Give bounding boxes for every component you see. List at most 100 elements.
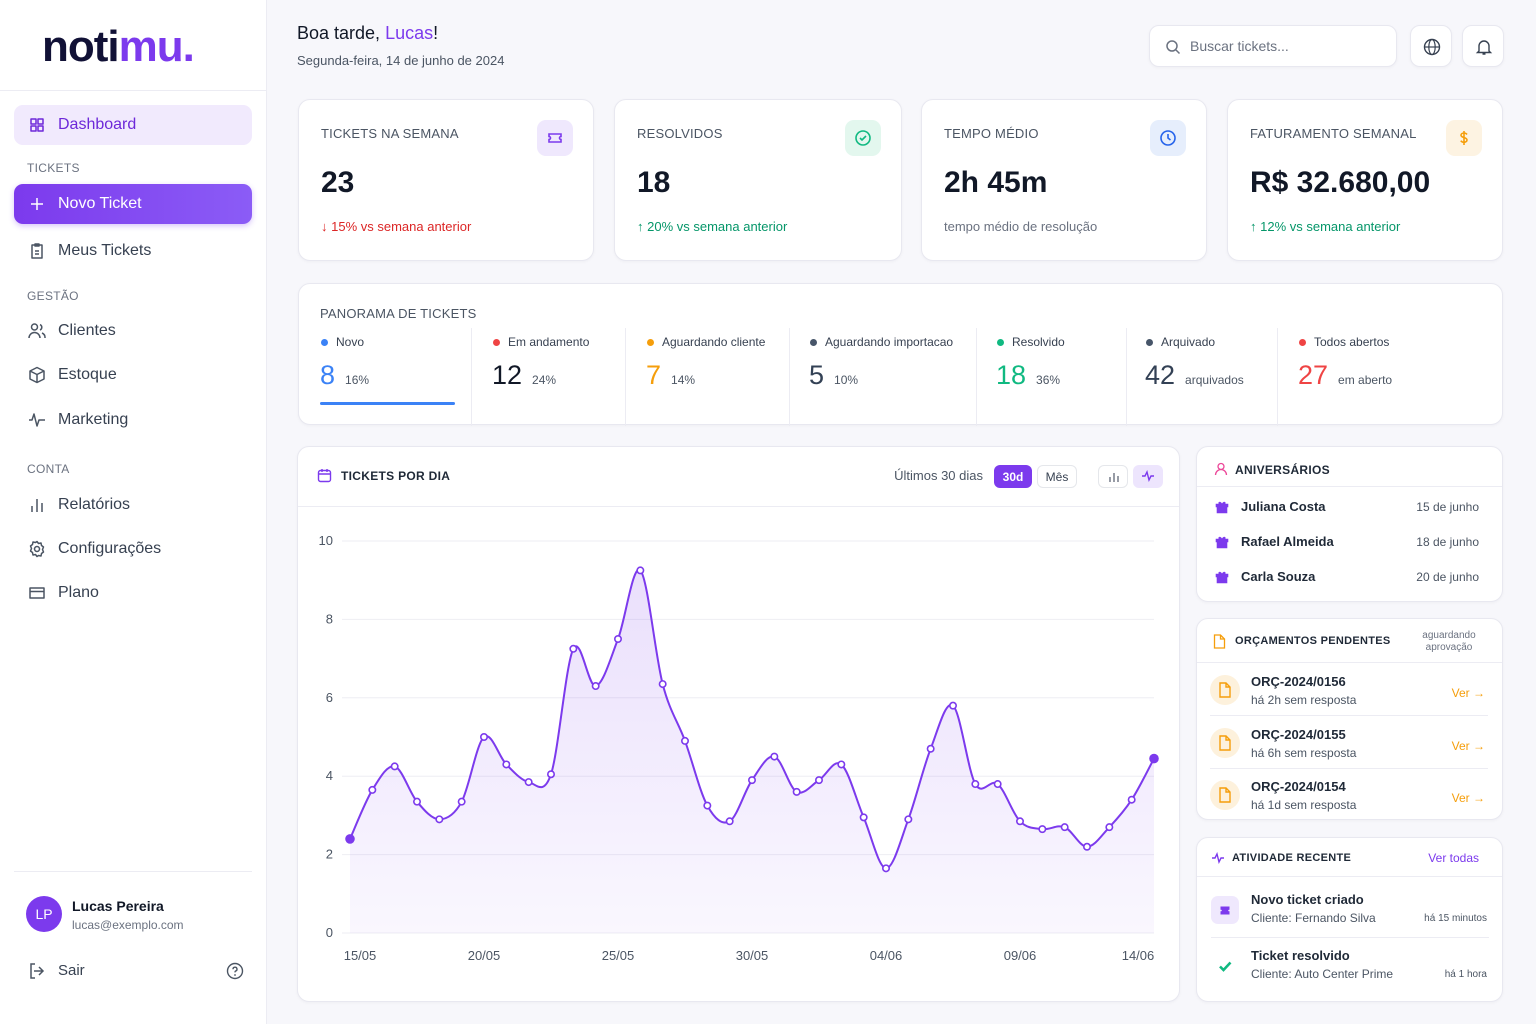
logo-part: noti <box>42 22 120 71</box>
status-label: Novo <box>336 335 365 349</box>
x-tick-label: 15/05 <box>344 948 377 963</box>
data-point <box>1060 823 1069 832</box>
nav-label: Plano <box>58 584 99 601</box>
kpi-icon-box <box>1446 120 1482 156</box>
icon-shape <box>1215 501 1229 514</box>
help-icon[interactable] <box>226 962 244 980</box>
nav-item[interactable]: Clientes <box>14 311 252 351</box>
note-line: aprovação <box>1425 642 1473 653</box>
data-point <box>837 760 846 769</box>
activity-glyph <box>1219 961 1232 972</box>
nav-label: Meus Tickets <box>58 242 152 259</box>
logout-icon <box>30 963 45 979</box>
activity-card: ATIVIDADE RECENTE Ver todas Novo ticket … <box>1196 837 1503 1002</box>
data-point <box>413 797 422 806</box>
data-point <box>480 732 489 741</box>
kpi-card: RESOLVIDOS 18 ↑ 20% vs semana anterior <box>614 99 902 261</box>
icon-shape <box>1219 961 1232 972</box>
quotes-card: ORÇAMENTOS PENDENTES aguardando aprovação… <box>1196 618 1503 820</box>
nav-item[interactable]: Marketing <box>14 400 252 440</box>
nav: Dashboard TICKETS Novo Ticket Meus Tickets G… <box>0 0 266 1024</box>
icon-shape <box>1215 536 1229 549</box>
y-tick-label: 10 <box>319 533 333 548</box>
calendar-icon <box>317 469 332 483</box>
icon-shape <box>31 198 43 210</box>
data-point <box>1082 842 1091 851</box>
sidebar: notimu. Dashboard TICKETS Novo Ticket Meus … <box>0 0 267 1024</box>
nav-item[interactable]: Relatórios <box>14 485 252 525</box>
quote-action[interactable]: Ver → <box>1451 738 1485 753</box>
nav-item[interactable]: Estoque <box>14 355 252 395</box>
greeting-text: Boa tarde, <box>297 23 381 43</box>
status-label: Todos abertos <box>1314 335 1390 349</box>
status-sub: 10% <box>834 373 859 387</box>
status-value: 7 <box>646 360 662 390</box>
nav-label: Dashboard <box>58 116 137 133</box>
data-point <box>636 566 645 575</box>
person-icon <box>1214 462 1228 476</box>
range-button-active[interactable]: 30d <box>994 465 1032 488</box>
logo: notimu. <box>42 22 195 72</box>
greeting: Boa tarde, Lucas! <box>297 23 438 44</box>
quote-icon <box>1210 675 1240 705</box>
language-button[interactable] <box>1410 25 1452 67</box>
line-icon <box>1142 470 1154 482</box>
nav-section-title: CONTA <box>27 462 70 476</box>
quote-action[interactable]: Ver → <box>1451 791 1485 805</box>
kpi-note: ↑ 20% vs semana anterior <box>637 219 788 234</box>
divider <box>1197 486 1502 487</box>
kpi-note: tempo médio de resolução <box>944 219 1098 234</box>
divider <box>1126 328 1127 426</box>
divider <box>976 328 977 426</box>
nav-label: Estoque <box>58 366 117 383</box>
y-tick-label: 2 <box>326 847 333 862</box>
kpi-icon <box>855 130 871 146</box>
bar-view-button[interactable] <box>1098 465 1128 488</box>
data-point <box>591 682 600 691</box>
kpi-note: ↓ 15% vs semana anterior <box>321 219 472 234</box>
data-point <box>1149 753 1159 764</box>
kpi-value: 18 <box>637 166 671 199</box>
quote-status: há 6h sem resposta <box>1251 745 1357 760</box>
range-button[interactable]: Mês <box>1037 465 1077 488</box>
icon-shape <box>1460 131 1468 145</box>
line-view-button[interactable] <box>1133 465 1163 488</box>
icon-shape <box>29 540 45 558</box>
quote-status: há 1d sem resposta <box>1251 798 1357 812</box>
globe-icon <box>1423 38 1441 56</box>
status-dot <box>647 339 654 346</box>
nav-section-title: TICKETS <box>27 161 80 175</box>
divider <box>1211 937 1489 938</box>
nav-item[interactable]: Configurações <box>14 529 252 569</box>
quote-action[interactable]: Ver → <box>1451 686 1485 700</box>
data-point <box>1038 825 1047 834</box>
nav-label: Marketing <box>58 411 129 428</box>
status-value-row: 12 24% <box>492 360 556 391</box>
notifications-button[interactable] <box>1462 25 1504 67</box>
chart-title: TICKETS POR DIA <box>341 469 451 483</box>
see-all-link[interactable]: Ver todas <box>1428 851 1479 865</box>
icon-shape <box>31 243 43 259</box>
status-label: Em andamento <box>508 335 590 349</box>
doc-icon <box>1219 734 1231 751</box>
y-tick-label: 8 <box>326 611 333 626</box>
nav-item-active[interactable]: Dashboard <box>14 105 252 145</box>
data-point <box>993 780 1002 789</box>
logout[interactable]: Sair <box>58 962 85 979</box>
data-point <box>658 680 667 689</box>
nav-item[interactable]: Meus Tickets <box>14 231 252 271</box>
data-point <box>725 817 734 826</box>
nav-button[interactable]: Novo Ticket <box>14 184 252 224</box>
divider <box>1197 876 1502 877</box>
data-point <box>1127 795 1136 804</box>
avatar: LP <box>26 896 62 932</box>
card-title: ORÇAMENTOS PENDENTES <box>1235 635 1391 647</box>
search-box[interactable]: Buscar tickets... <box>1149 25 1397 67</box>
quote-id: ORÇ-2024/0156 <box>1251 674 1346 689</box>
chart: 0 2 4 6 8 10 15/05 20/05 25/05 30/05 04/06 09/06 14/… <box>319 533 1159 963</box>
panorama-title: PANORAMA DE TICKETS <box>320 306 477 321</box>
data-point <box>703 801 712 810</box>
divider <box>0 90 266 91</box>
nav-item[interactable]: Plano <box>14 573 252 613</box>
